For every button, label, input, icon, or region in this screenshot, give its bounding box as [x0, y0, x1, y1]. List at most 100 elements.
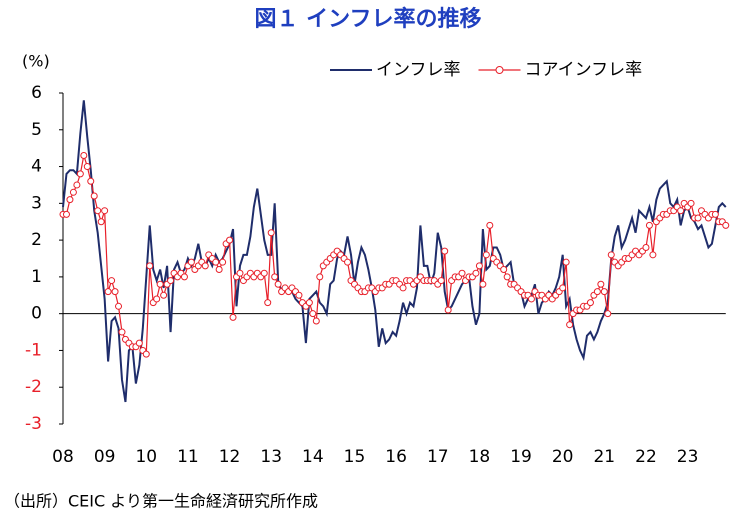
y-tick-label: 4 — [31, 157, 42, 177]
series-marker — [472, 269, 480, 277]
series-marker — [97, 218, 105, 226]
x-tick-label: 17 — [427, 447, 449, 467]
series-marker — [80, 152, 88, 160]
series-marker — [597, 280, 605, 288]
series-marker — [586, 299, 594, 307]
series-marker — [94, 207, 102, 215]
series-marker — [687, 199, 695, 207]
series-marker — [604, 310, 612, 318]
series-marker — [66, 196, 74, 204]
series-marker — [142, 350, 150, 358]
series-marker — [187, 258, 195, 266]
x-tick-label: 20 — [552, 447, 574, 467]
series-marker — [607, 251, 615, 259]
series-marker — [399, 284, 407, 292]
series-marker — [312, 317, 320, 325]
series-marker — [344, 258, 352, 266]
series-marker — [437, 277, 445, 285]
series-marker — [135, 339, 143, 347]
x-tick-label: 21 — [593, 447, 615, 467]
series-marker — [527, 295, 535, 303]
series-marker — [212, 258, 220, 266]
series-marker — [118, 328, 126, 336]
series-marker — [69, 188, 77, 196]
series-marker — [722, 221, 730, 229]
series-marker — [711, 210, 719, 218]
series-marker — [441, 247, 449, 255]
x-tick-label: 19 — [510, 447, 532, 467]
series-marker — [260, 269, 268, 277]
series-marker — [649, 251, 657, 259]
series-marker — [600, 288, 608, 296]
x-tick-label: 22 — [635, 447, 657, 467]
legend-marker — [495, 66, 504, 74]
series-marker — [559, 284, 567, 292]
series-marker — [486, 221, 494, 229]
y-tick-label: 1 — [31, 267, 42, 287]
series-marker — [153, 295, 161, 303]
y-tick-label: 0 — [31, 304, 42, 324]
series-marker — [271, 273, 279, 281]
series-marker — [87, 177, 95, 185]
x-tick-label: 14 — [302, 447, 324, 467]
y-tick-label: -3 — [25, 414, 42, 434]
series-marker — [444, 306, 452, 314]
series-marker — [219, 258, 227, 266]
y-tick-label: 6 — [31, 83, 42, 103]
x-tick-label: 18 — [469, 447, 491, 467]
legend-label: インフレ率 — [376, 60, 461, 80]
series-marker — [645, 221, 653, 229]
series-line — [63, 155, 727, 356]
x-tick-label: 08 — [52, 447, 74, 467]
series-marker — [479, 280, 487, 288]
series-marker — [62, 210, 70, 218]
x-tick-label: 15 — [344, 447, 366, 467]
series-marker — [677, 207, 685, 215]
x-tick-label: 11 — [177, 447, 199, 467]
series-marker — [236, 269, 244, 277]
series-marker — [226, 236, 234, 244]
series-marker — [201, 262, 209, 270]
series-marker — [101, 207, 109, 215]
series-marker — [309, 310, 317, 318]
series-marker — [458, 269, 466, 277]
series-marker — [156, 280, 164, 288]
series-marker — [108, 277, 116, 285]
series-marker — [274, 280, 282, 288]
series-marker — [90, 192, 98, 200]
y-tick-label: -2 — [25, 377, 42, 397]
series-marker — [264, 299, 272, 307]
y-tick-label: 3 — [31, 193, 42, 213]
series-marker — [295, 291, 303, 299]
x-tick-label: 16 — [385, 447, 407, 467]
series-marker — [642, 243, 650, 251]
series-marker — [267, 229, 275, 237]
series-marker — [566, 321, 574, 329]
series-marker — [475, 262, 483, 270]
x-tick-label: 23 — [677, 447, 699, 467]
series-marker — [146, 262, 154, 270]
series-marker — [500, 266, 508, 274]
series-marker — [83, 163, 91, 171]
series-marker — [215, 266, 223, 274]
series-marker — [229, 313, 237, 321]
series-marker — [115, 302, 123, 310]
series-marker — [73, 181, 81, 189]
series-marker — [593, 288, 601, 296]
series-marker — [694, 214, 702, 222]
series-marker — [482, 251, 490, 259]
series-marker — [167, 277, 175, 285]
y-tick-label: 5 — [31, 120, 42, 140]
y-axis-label: (%) — [22, 52, 50, 71]
series-marker — [76, 170, 84, 178]
x-tick-label: 10 — [135, 447, 157, 467]
legend-label: コアインフレ率 — [525, 60, 643, 80]
series-marker — [503, 273, 511, 281]
series-marker — [104, 288, 112, 296]
source-note: （出所）CEIC より第一生命経済研究所作成 — [4, 492, 318, 511]
series-marker — [111, 288, 119, 296]
x-tick-label: 12 — [219, 447, 241, 467]
series-marker — [180, 273, 188, 281]
chart-title: 図１ インフレ率の推移 — [255, 6, 482, 32]
x-tick-label: 13 — [260, 447, 282, 467]
